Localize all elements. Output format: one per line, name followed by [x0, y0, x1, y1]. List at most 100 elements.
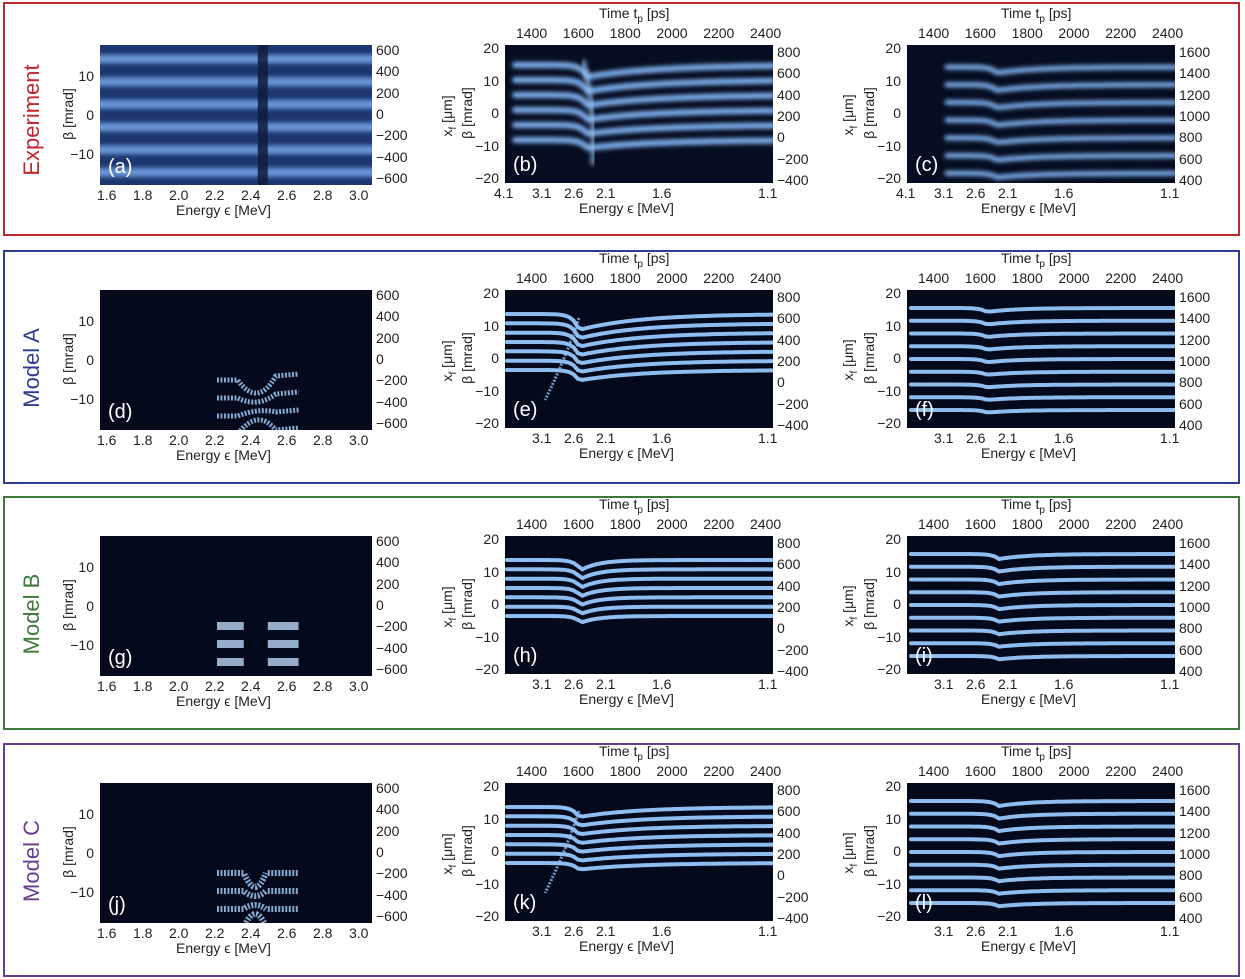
time-tick: 2400: [1152, 270, 1184, 286]
energy-tick: 2.6: [277, 187, 297, 203]
panel-letter: (e): [513, 399, 538, 421]
xf-tick: 200: [376, 329, 400, 346]
xf-tick: 1200: [1179, 577, 1211, 594]
beta-tick: 0: [491, 596, 499, 612]
xf-title-sub: f: [848, 370, 860, 374]
stripe-line: [909, 369, 1175, 377]
stripe-line: [909, 654, 1175, 662]
time-title-main: Time t: [599, 496, 638, 512]
stripe-line: [909, 564, 1175, 574]
panel-image: [907, 45, 1175, 183]
panel-image: [100, 45, 372, 185]
energy-tick: 3.1: [934, 923, 954, 939]
xf-title-unit: [μm]: [840, 585, 857, 617]
xf-tick: 1200: [1179, 331, 1211, 348]
time-tick: 1800: [1011, 763, 1043, 779]
xf-tick: 0: [777, 867, 785, 884]
beta-tick: 0: [893, 350, 901, 366]
energy-tick: 1.6: [1054, 923, 1074, 939]
beam-stripes: [909, 306, 1175, 415]
beta-tick: 10: [885, 317, 901, 334]
time-title-unit: [ps]: [642, 743, 670, 759]
time-tick: 2400: [750, 516, 782, 532]
time-tick: 2200: [703, 763, 735, 779]
stripe-line: [505, 567, 773, 581]
time-tick: 2000: [656, 25, 688, 41]
energy-tick: 2.4: [241, 925, 261, 941]
stripe-line: [944, 117, 1175, 128]
stripe-line: [909, 901, 1175, 909]
energy-tick: 2.0: [169, 925, 189, 941]
energy-tick: 4.1: [896, 185, 916, 201]
xf-tick: −400: [376, 886, 408, 903]
xf-axis-title: xf [μm]: [439, 819, 459, 889]
xf-tick: 400: [376, 554, 400, 571]
time-tick: 2200: [703, 270, 735, 286]
beam-band: [216, 407, 299, 419]
energy-tick: 1.8: [133, 432, 153, 448]
energy-tick: 2.6: [966, 185, 986, 201]
energy-tick: 3.1: [934, 185, 954, 201]
beta-tick: 20: [885, 40, 901, 56]
xf-tick: 600: [777, 310, 801, 327]
beam-structure: [216, 622, 299, 666]
xf-title-unit: [μm]: [439, 340, 456, 372]
energy-tick: 1.6: [97, 678, 117, 694]
beta-axis-title: β [mrad]: [60, 826, 76, 878]
beta-axis-title: β [mrad]: [459, 578, 475, 630]
energy-tick: 1.8: [133, 925, 153, 941]
xf-title-main: x: [439, 374, 456, 382]
time-title-main: Time t: [599, 743, 638, 759]
time-tick: 1400: [516, 516, 548, 532]
energy-tick: 2.6: [564, 676, 584, 692]
energy-tick: 2.6: [277, 432, 297, 448]
stripe-line: [505, 814, 773, 828]
xf-axis-title: xf [μm]: [840, 818, 860, 888]
energy-tick: 2.6: [564, 185, 584, 201]
time-tick: 2200: [1105, 25, 1137, 41]
xf-tick: 0: [376, 351, 384, 367]
xf-tick: −400: [777, 663, 809, 679]
stripe-line: [909, 615, 1175, 624]
row-frame-C: [3, 743, 1240, 977]
time-title-unit: [ps]: [1044, 743, 1072, 759]
time-tick: 1800: [1011, 25, 1043, 41]
beta-tick: 0: [86, 845, 94, 861]
xf-tick: −400: [376, 148, 408, 165]
panel-letter: (g): [108, 647, 133, 669]
time-tick: 2400: [1152, 763, 1184, 779]
time-tick: 2200: [1105, 516, 1137, 532]
time-title-sub: p: [637, 258, 643, 270]
xf-tick: 1200: [1179, 824, 1211, 841]
beam-band: [216, 870, 269, 890]
beta-tick: −20: [877, 415, 901, 431]
beta-tick: 10: [483, 563, 499, 580]
stripe-line: [909, 590, 1175, 599]
energy-tick: 1.6: [1054, 430, 1074, 446]
energy-tick: 2.6: [277, 678, 297, 694]
xf-tick: 200: [777, 353, 801, 369]
xf-tick: −200: [777, 150, 809, 167]
time-title-unit: [ps]: [642, 5, 670, 21]
xf-tick: 600: [777, 803, 801, 820]
beta-tick: 10: [885, 72, 901, 89]
energy-tick: 2.1: [998, 185, 1018, 201]
stripe-line: [512, 122, 773, 137]
energy-tick: 2.4: [241, 432, 261, 448]
panel-image: [909, 799, 1175, 909]
beam-stripes: [505, 312, 773, 382]
energy-tick: 2.8: [313, 432, 333, 448]
xf-tick: 200: [376, 822, 400, 839]
time-title-main: Time t: [1001, 250, 1040, 266]
time-title-sub: p: [637, 13, 643, 25]
xf-tick: 1400: [1179, 556, 1211, 573]
stripe-line: [909, 824, 1175, 834]
xf-axis-title: xf [μm]: [439, 326, 459, 396]
panel-image: [216, 870, 299, 923]
time-tick: 2200: [1105, 270, 1137, 286]
xf-tick: 600: [1179, 641, 1203, 658]
beta-tick: 10: [78, 806, 94, 822]
xf-tick: −400: [777, 417, 809, 433]
time-title-main: Time t: [1001, 743, 1040, 759]
energy-tick: 4.1: [494, 185, 514, 201]
